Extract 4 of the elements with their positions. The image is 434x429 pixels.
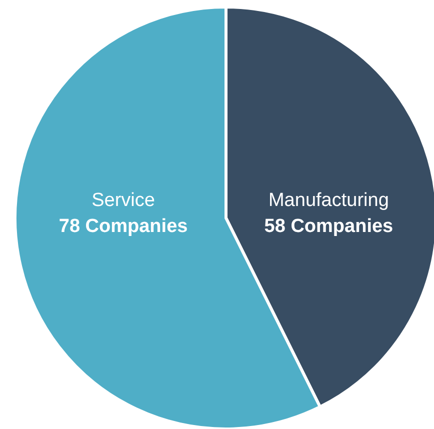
data-label: 78 Companies: [58, 216, 188, 237]
data-label: 58 Companies: [264, 216, 394, 237]
slice-label: Service: [92, 190, 155, 211]
slice-label: Manufacturing: [268, 190, 389, 211]
